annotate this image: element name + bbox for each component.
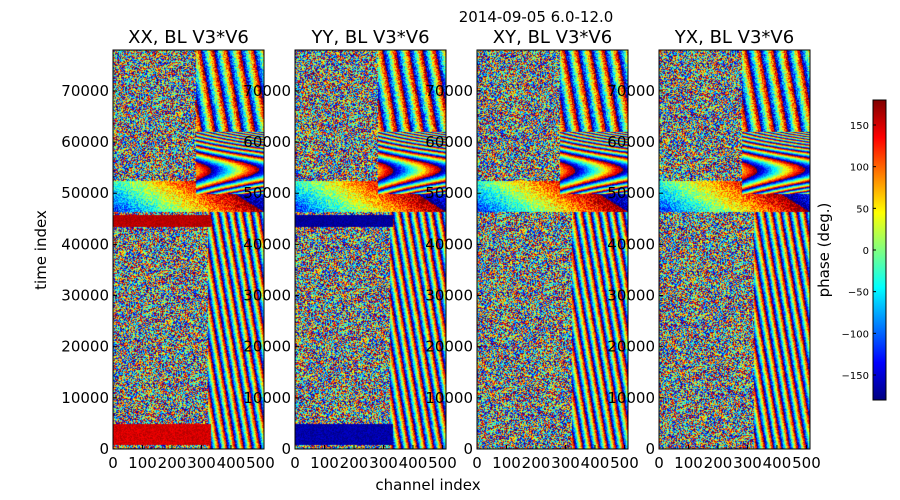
colorbar-tick-label-2: −50	[848, 288, 869, 299]
colorbar-tick-label-3: 0	[863, 246, 869, 257]
y-tick-label-0-2: 20000	[61, 338, 109, 356]
panel-1: YY, BL V3*V6 0 10000 20000 30000 40000 50000 60…	[243, 27, 457, 472]
panel-frame-0	[112, 49, 265, 450]
y-tick-label-2-4: 40000	[425, 235, 473, 253]
panel-frame-1	[294, 49, 447, 450]
panel-heatmap-0	[113, 50, 264, 449]
y-tick-label-3-0: 0	[645, 440, 655, 458]
y-tick-label-1-2: 20000	[243, 338, 291, 356]
x-tick-label-2-5: 500	[610, 454, 639, 472]
x-tick-label-0-3: 300	[187, 454, 216, 472]
y-tick-label-1-3: 30000	[243, 287, 291, 305]
x-tick-label-1-2: 200	[340, 454, 369, 472]
x-tick-label-1-1: 100	[310, 454, 339, 472]
x-tick-label-2-3: 300	[551, 454, 580, 472]
y-tick-label-0-3: 30000	[61, 287, 109, 305]
x-tick-label-3-0: 0	[654, 454, 664, 472]
x-tick-label-0-5: 500	[246, 454, 275, 472]
panel-heatmap-2	[477, 50, 628, 449]
colorbar-tick-label-6: 150	[850, 121, 869, 132]
x-tick-label-1-3: 300	[369, 454, 398, 472]
y-tick-label-1-4: 40000	[243, 235, 291, 253]
x-tick-label-0-4: 400	[217, 454, 246, 472]
y-tick-label-3-4: 40000	[607, 235, 655, 253]
y-tick-label-2-3: 30000	[425, 287, 473, 305]
panel-heatmap-3	[659, 50, 810, 449]
colorbar-tick-label-4: 50	[856, 204, 869, 215]
y-tick-label-0-5: 50000	[61, 184, 109, 202]
panel-heatmap-1	[295, 50, 446, 449]
x-tick-label-1-5: 500	[428, 454, 457, 472]
x-tick-label-0-1: 100	[128, 454, 157, 472]
x-tick-label-2-2: 200	[522, 454, 551, 472]
panel-frame-3	[658, 49, 811, 450]
y-tick-label-2-2: 20000	[425, 338, 473, 356]
y-tick-label-1-7: 70000	[243, 82, 291, 100]
y-tick-label-0-0: 0	[99, 440, 109, 458]
x-tick-label-3-1: 100	[674, 454, 703, 472]
y-tick-label-3-1: 10000	[607, 389, 655, 407]
y-tick-label-0-6: 60000	[61, 133, 109, 151]
x-tick-label-2-0: 0	[472, 454, 482, 472]
y-tick-label-2-6: 60000	[425, 133, 473, 151]
panel-frame-2	[476, 49, 629, 450]
x-tick-label-0-2: 200	[158, 454, 187, 472]
y-tick-label-3-6: 60000	[607, 133, 655, 151]
y-tick-label-1-5: 50000	[243, 184, 291, 202]
panel-title-1: YY, BL V3*V6	[310, 27, 429, 48]
x-tick-label-2-1: 100	[492, 454, 521, 472]
x-tick-label-3-4: 400	[763, 454, 792, 472]
y-tick-label-1-1: 10000	[243, 389, 291, 407]
x-tick-label-0-0: 0	[108, 454, 118, 472]
colorbar: −150 −100 −50 0 50 100 150	[842, 99, 887, 401]
y-tick-label-3-2: 20000	[607, 338, 655, 356]
y-tick-label-2-7: 70000	[425, 82, 473, 100]
figure-suptitle: 2014-09-05 6.0-12.0	[459, 8, 614, 26]
y-tick-label-2-1: 10000	[425, 389, 473, 407]
x-axis-label: channel index	[375, 476, 480, 494]
y-axis-label: time index	[32, 210, 50, 290]
panel-3: YX, BL V3*V6 0 10000 20000 30000 40000 50000 60…	[607, 27, 821, 472]
y-tick-label-1-0: 0	[281, 440, 291, 458]
y-tick-label-3-7: 70000	[607, 82, 655, 100]
x-tick-label-1-0: 0	[290, 454, 300, 472]
panel-title-0: XX, BL V3*V6	[128, 27, 249, 48]
y-tick-label-0-4: 40000	[61, 235, 109, 253]
y-tick-label-3-5: 50000	[607, 184, 655, 202]
y-tick-label-2-5: 50000	[425, 184, 473, 202]
y-tick-label-3-3: 30000	[607, 287, 655, 305]
colorbar-label: phase (deg.)	[815, 203, 833, 298]
colorbar-tick-label-0: −150	[842, 371, 869, 382]
colorbar-tick-label-5: 100	[850, 163, 869, 174]
x-tick-label-3-2: 200	[704, 454, 733, 472]
panel-2: XY, BL V3*V6 0 10000 20000 30000 40000 50000 60…	[425, 27, 639, 472]
panel-0: XX, BL V3*V6 0 10000 20000 30000 40000 50000 60…	[61, 27, 275, 472]
x-tick-label-3-5: 500	[792, 454, 821, 472]
x-tick-label-3-3: 300	[733, 454, 762, 472]
colorbar-tick-label-1: −100	[842, 329, 869, 340]
x-tick-label-2-4: 400	[581, 454, 610, 472]
y-tick-label-0-1: 10000	[61, 389, 109, 407]
y-tick-label-1-6: 60000	[243, 133, 291, 151]
panel-title-2: XY, BL V3*V6	[493, 27, 612, 48]
y-tick-label-0-7: 70000	[61, 82, 109, 100]
y-tick-label-2-0: 0	[463, 440, 473, 458]
x-tick-label-1-4: 400	[399, 454, 428, 472]
panel-title-3: YX, BL V3*V6	[674, 27, 794, 48]
